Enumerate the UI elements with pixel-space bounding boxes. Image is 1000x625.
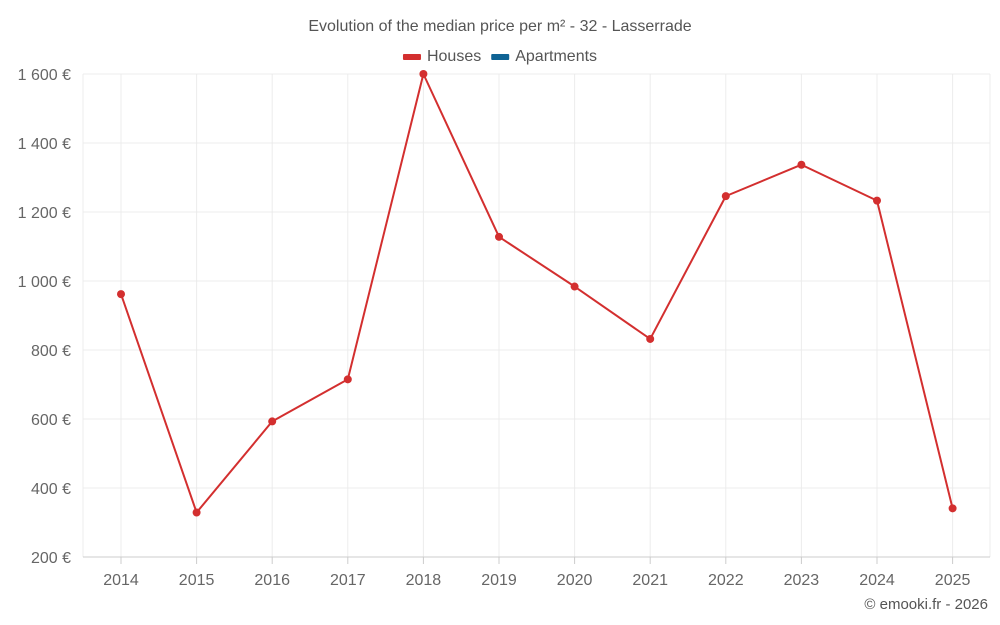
x-tick-label: 2014 (103, 572, 139, 589)
data-point-houses[interactable] (343, 375, 352, 384)
credit-text: © emooki.fr - 2026 (864, 596, 988, 613)
y-tick-label: 400 € (31, 481, 71, 498)
legend-label: Apartments (515, 48, 597, 65)
x-tick-label: 2022 (708, 572, 744, 589)
x-tick-label: 2020 (557, 572, 593, 589)
series-layer (117, 70, 957, 517)
y-tick-label: 200 € (31, 550, 71, 567)
legend-swatch (491, 54, 510, 60)
series-line-houses (120, 73, 954, 514)
y-axis: 200 € 400 € 600 € 800 € 1 000 € 1 200 € 1 400 … (18, 67, 71, 567)
data-point-houses[interactable] (948, 504, 957, 513)
data-point-houses[interactable] (117, 290, 125, 299)
chart-title: Evolution of the median price per m² - 3… (308, 18, 691, 35)
x-tick-label: 2023 (784, 572, 820, 589)
data-point-houses[interactable] (419, 70, 428, 78)
y-tick-label: 600 € (31, 412, 71, 429)
data-point-houses[interactable] (797, 160, 806, 169)
data-point-houses[interactable] (721, 192, 730, 201)
y-tick-label: 1 600 € (18, 67, 71, 84)
grid (82, 73, 991, 558)
x-tick-label: 2019 (481, 572, 517, 589)
data-point-houses[interactable] (570, 282, 579, 291)
legend-swatch (402, 54, 421, 60)
data-point-houses[interactable] (268, 417, 277, 426)
legend-item-apartments[interactable]: Apartments (491, 48, 597, 65)
x-tick-label: 2021 (632, 572, 668, 589)
x-axis: 2014 2015 2016 2017 2018 2019 2020 2021 2022 2023… (83, 556, 990, 589)
x-tick-label: 2016 (254, 572, 290, 589)
x-tick-label: 2025 (935, 572, 971, 589)
data-point-houses[interactable] (495, 232, 503, 241)
x-tick-label: 2018 (406, 572, 442, 589)
y-tick-label: 1 000 € (18, 274, 71, 291)
y-tick-label: 1 400 € (18, 136, 71, 153)
data-point-houses[interactable] (192, 508, 201, 517)
x-tick-label: 2024 (859, 572, 895, 589)
legend-item-houses[interactable]: Houses (402, 48, 481, 65)
x-tick-label: 2015 (179, 572, 215, 589)
legend-label: Houses (427, 48, 481, 65)
legend: Houses Apartments (402, 48, 597, 65)
y-tick-label: 1 200 € (18, 205, 71, 222)
data-point-houses[interactable] (873, 196, 881, 205)
x-tick-label: 2017 (330, 572, 366, 589)
data-point-houses[interactable] (646, 334, 655, 343)
y-tick-label: 800 € (31, 343, 71, 360)
